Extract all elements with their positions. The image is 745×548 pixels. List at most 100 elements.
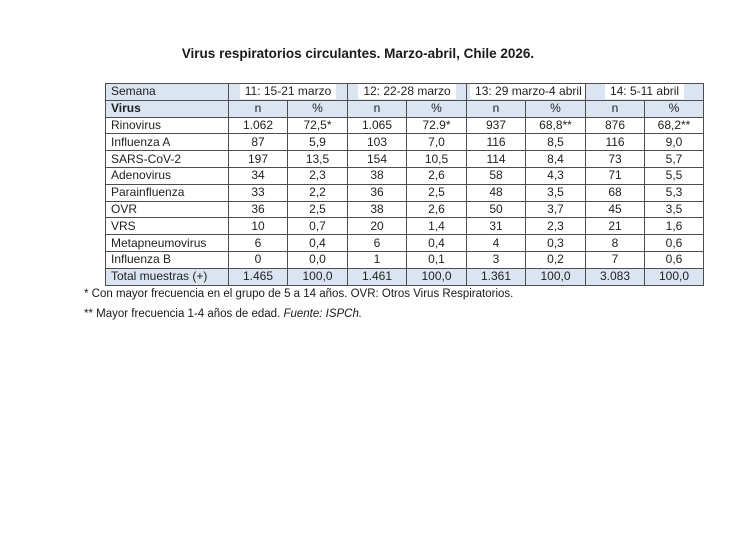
value-cell: 72.9* — [405, 116, 468, 135]
value-cell: 116 — [585, 133, 646, 152]
value-cell: 58 — [466, 166, 527, 185]
value-cell: 103 — [347, 133, 407, 152]
total-value-cell: 100,0 — [644, 267, 705, 286]
value-cell: 7,0 — [405, 133, 468, 152]
table-row: Adenovirus 34 2,3 38 2,6 58 4,3 71 5,5 — [105, 166, 705, 185]
footnote-1: * Con mayor frecuencia en el grupo de 5 … — [84, 288, 514, 300]
value-cell: 36 — [347, 183, 407, 202]
value-cell: 0,0 — [287, 250, 348, 269]
value-cell: 2,6 — [405, 166, 468, 185]
value-cell: 38 — [347, 200, 407, 219]
value-cell: 0,1 — [405, 250, 468, 269]
table-row: Rinovirus 1.062 72,5* 1.065 72.9* 937 68… — [105, 116, 705, 135]
value-cell: 1 — [347, 250, 407, 269]
value-cell: 5,3 — [644, 183, 705, 202]
week-header-row: Semana 11: 15-21 marzo 12: 22-28 marzo 1… — [105, 83, 705, 101]
value-cell: 1,4 — [405, 217, 468, 236]
subheader-pct-cell: % — [405, 99, 468, 118]
value-cell: 4 — [466, 234, 527, 252]
value-cell: 5,7 — [644, 150, 705, 168]
value-cell: 114 — [466, 150, 527, 168]
value-cell: 116 — [466, 133, 527, 152]
value-cell: 0 — [228, 250, 288, 269]
value-cell: 2,5 — [287, 200, 348, 219]
value-cell: 0,2 — [525, 250, 587, 269]
value-cell: 31 — [466, 217, 527, 236]
value-cell: 45 — [585, 200, 646, 219]
virus-name-cell: Metapneumovirus — [105, 234, 229, 252]
value-cell: 4,3 — [525, 166, 587, 185]
value-cell: 33 — [228, 183, 288, 202]
value-cell: 50 — [466, 200, 527, 219]
value-cell: 2,5 — [405, 183, 468, 202]
value-cell: 48 — [466, 183, 527, 202]
source-note: Fuente: ISPCh. — [283, 308, 363, 320]
page-title: Virus respiratorios circulantes. Marzo-a… — [181, 46, 535, 61]
week-label: 11: 15-21 marzo — [239, 84, 337, 100]
subheader-pct-cell: % — [525, 99, 587, 118]
value-cell: 20 — [347, 217, 407, 236]
value-cell: 8,5 — [525, 133, 587, 152]
table-row: OVR 36 2,5 38 2,6 50 3,7 45 3,5 — [105, 200, 705, 219]
value-cell: 36 — [228, 200, 288, 219]
total-value-cell: 100,0 — [525, 267, 587, 286]
value-cell: 8 — [585, 234, 646, 252]
value-cell: 3,5 — [644, 200, 705, 219]
semana-header-cell: Semana — [105, 83, 229, 101]
value-cell: 1.065 — [347, 116, 407, 135]
value-cell: 1.062 — [228, 116, 288, 135]
value-cell: 1,6 — [644, 217, 705, 236]
virus-name-cell: VRS — [105, 217, 229, 236]
value-cell: 13,5 — [287, 150, 348, 168]
total-value-cell: 3.083 — [585, 267, 646, 286]
total-value-cell: 1.465 — [228, 267, 288, 286]
table-row: Influenza A 87 5,9 103 7,0 116 8,5 116 9… — [105, 133, 705, 152]
virus-name-cell: Influenza B — [105, 250, 229, 269]
value-cell: 2,3 — [287, 166, 348, 185]
value-cell: 0,4 — [405, 234, 468, 252]
value-cell: 0,4 — [287, 234, 348, 252]
table-row: Influenza B 0 0,0 1 0,1 3 0,2 7 0,6 — [105, 250, 705, 269]
value-cell: 5,5 — [644, 166, 705, 185]
virus-name-cell: Influenza A — [105, 133, 229, 152]
value-cell: 0,3 — [525, 234, 587, 252]
value-cell: 71 — [585, 166, 646, 185]
week-header-cell: 14: 5-11 abril — [585, 83, 705, 101]
value-cell: 68,2** — [644, 116, 705, 135]
value-cell: 10 — [228, 217, 288, 236]
value-cell: 197 — [228, 150, 288, 168]
value-cell: 0,7 — [287, 217, 348, 236]
week-label: 12: 22-28 marzo — [358, 84, 456, 100]
week-header-cell: 13: 29 marzo-4 abril — [466, 83, 587, 101]
week-label: 13: 29 marzo-4 abril — [470, 84, 585, 100]
value-cell: 73 — [585, 150, 646, 168]
value-cell: 876 — [585, 116, 646, 135]
virus-name-cell: Parainfluenza — [105, 183, 229, 202]
subheader-n-cell: n — [585, 99, 646, 118]
value-cell: 34 — [228, 166, 288, 185]
value-cell: 6 — [228, 234, 288, 252]
total-row: Total muestras (+) 1.465 100,0 1.461 100… — [105, 267, 705, 286]
virus-name-cell: OVR — [105, 200, 229, 219]
virus-table: Semana 11: 15-21 marzo 12: 22-28 marzo 1… — [105, 83, 705, 286]
virus-name-cell: SARS-CoV-2 — [105, 150, 229, 168]
value-cell: 154 — [347, 150, 407, 168]
week-header-cell: 11: 15-21 marzo — [228, 83, 348, 101]
table-row: SARS-CoV-2 197 13,5 154 10,5 114 8,4 73 … — [105, 150, 705, 168]
virus-name-cell: Adenovirus — [105, 166, 229, 185]
value-cell: 10,5 — [405, 150, 468, 168]
subheader-pct-cell: % — [644, 99, 705, 118]
value-cell: 0,6 — [644, 234, 705, 252]
value-cell: 2,3 — [525, 217, 587, 236]
subheader-n-cell: n — [466, 99, 527, 118]
subheader-n-cell: n — [228, 99, 288, 118]
footnote-2-text: ** Mayor frecuencia 1-4 años de edad. — [84, 308, 284, 320]
total-value-cell: 100,0 — [405, 267, 468, 286]
week-label: 14: 5-11 abril — [604, 84, 685, 100]
virus-header-cell: Virus — [105, 99, 229, 118]
subheader-pct-cell: % — [287, 99, 348, 118]
value-cell: 21 — [585, 217, 646, 236]
table-row: Parainfluenza 33 2,2 36 2,5 48 3,5 68 5,… — [105, 183, 705, 202]
table-row: Metapneumovirus 6 0,4 6 0,4 4 0,3 8 0,6 — [105, 234, 705, 252]
value-cell: 8,4 — [525, 150, 587, 168]
